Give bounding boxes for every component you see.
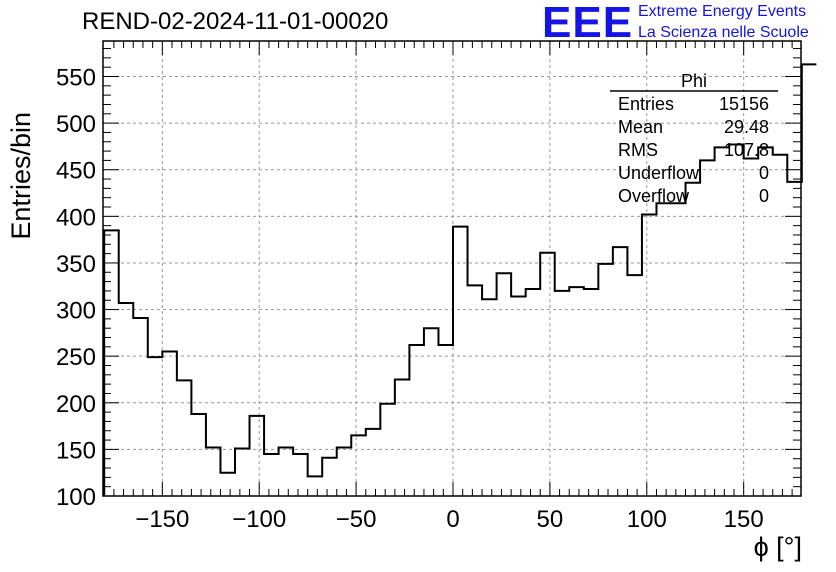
- y-tick-label: 250: [56, 344, 96, 371]
- x-tick-label: 50: [537, 506, 564, 533]
- y-tick-label: 400: [56, 204, 96, 231]
- stats-row-value: 107.8: [724, 140, 769, 160]
- histogram-bars: [103, 63, 817, 496]
- histogram-bin: [482, 299, 497, 496]
- histogram-bin: [220, 473, 235, 496]
- logo-subtitle-1: Extreme Energy Events: [638, 3, 807, 20]
- histogram-bin: [787, 182, 802, 496]
- histogram-bin: [453, 227, 468, 496]
- stats-row-value: 0: [759, 163, 769, 183]
- histogram-bin: [729, 145, 744, 496]
- histogram-bin: [497, 273, 512, 496]
- histogram-bin: [322, 458, 337, 496]
- histogram-bin: [308, 476, 323, 496]
- histogram-bin: [264, 454, 279, 496]
- histogram-bin: [598, 264, 613, 496]
- histogram-bin: [162, 352, 177, 496]
- stats-row-label: Overflow: [618, 186, 690, 206]
- histogram-bin: [656, 203, 671, 496]
- histogram-bin: [409, 345, 424, 496]
- stats-box: Phi Entries 15156 Mean 29.48 RMS 107.8 Underfl…: [610, 71, 778, 206]
- histogram-step-line: [103, 63, 817, 496]
- histogram-bin: [773, 155, 788, 496]
- x-tick-label: −100: [232, 506, 286, 533]
- y-tick-label: 500: [56, 111, 96, 138]
- page-title: REND-02-2024-11-01-00020: [82, 8, 389, 35]
- histogram-bin: [148, 357, 163, 496]
- stats-row-label: Underflow: [618, 163, 700, 183]
- histogram-bin: [380, 404, 395, 496]
- histogram-bin: [104, 230, 119, 496]
- x-tick-label: −50: [336, 506, 377, 533]
- stats-row-value: 15156: [719, 94, 769, 114]
- histogram-bin: [468, 285, 483, 496]
- histogram-bin: [351, 435, 366, 496]
- histogram-bin: [133, 318, 148, 496]
- stats-row-value: 0: [759, 186, 769, 206]
- x-tick-label: 0: [446, 506, 459, 533]
- histogram-bin: [642, 214, 657, 496]
- axes: −150 −100 −50 0 50 100 150 100 150 200 250 300 350 40…: [56, 40, 802, 533]
- x-tick-label: 150: [724, 506, 764, 533]
- histogram-bin: [802, 64, 817, 496]
- histogram-bin: [569, 287, 584, 496]
- histogram-bin: [627, 275, 642, 496]
- stats-row-label: Entries: [618, 94, 674, 114]
- histogram-bin: [235, 448, 250, 496]
- histogram-bin: [395, 379, 410, 496]
- plot-frame: [102, 40, 802, 497]
- logo-subtitle-2: La Scienza nelle Scuole: [638, 24, 809, 41]
- histogram-bin: [250, 416, 265, 496]
- histogram-bin: [279, 448, 294, 496]
- histogram-bin: [424, 328, 439, 496]
- y-tick-label: 200: [56, 391, 96, 418]
- histogram-bin: [540, 253, 555, 496]
- histogram-bin: [119, 303, 134, 496]
- x-tick-label: −150: [135, 506, 189, 533]
- y-tick-label: 300: [56, 298, 96, 325]
- histogram-bin: [206, 448, 221, 496]
- x-tick-label: 100: [627, 506, 667, 533]
- histogram-bin: [191, 414, 206, 496]
- histogram-bin: [177, 380, 192, 496]
- y-tick-label: 550: [56, 65, 96, 92]
- histogram-bin: [686, 183, 701, 496]
- y-axis-label: Entries/bin: [6, 112, 36, 240]
- histogram-bin: [293, 454, 308, 496]
- histogram-bin: [671, 203, 686, 496]
- histogram-bin: [555, 291, 570, 496]
- y-tick-label: 450: [56, 158, 96, 185]
- y-tick-label: 100: [56, 484, 96, 511]
- histogram-bin: [366, 429, 381, 496]
- histogram-bin: [744, 159, 759, 496]
- histogram-bin: [337, 448, 352, 496]
- histogram-bin: [526, 289, 541, 496]
- histogram-bin: [613, 247, 628, 496]
- y-tick-label: 350: [56, 251, 96, 278]
- eee-logo: EEE: [542, 0, 634, 47]
- histogram-bin: [715, 147, 730, 496]
- histogram-bin: [511, 297, 526, 496]
- stats-row-label: Mean: [618, 117, 663, 137]
- histogram-bin: [700, 160, 715, 496]
- stats-row-label: RMS: [618, 140, 658, 160]
- histogram-bin: [438, 345, 453, 496]
- stats-row-value: 29.48: [724, 117, 769, 137]
- stats-title: Phi: [681, 71, 707, 91]
- x-axis-label: ϕ [°]: [753, 532, 802, 562]
- grid-lines: [103, 41, 801, 496]
- histogram-bin: [584, 289, 599, 496]
- y-tick-label: 150: [56, 437, 96, 464]
